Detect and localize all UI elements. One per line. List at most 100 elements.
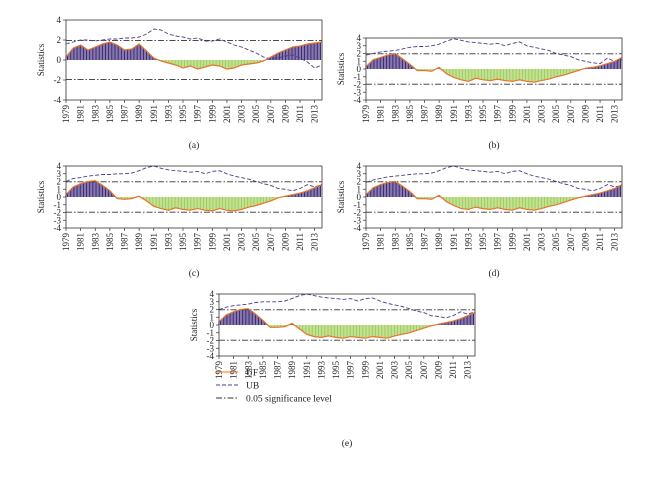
x-tick-label: 1979	[61, 233, 71, 252]
y-tick-label: -3	[354, 87, 362, 97]
x-tick-label: 2001	[222, 105, 232, 123]
y-tick-label: 0	[57, 55, 62, 65]
x-tick-label: 2007	[419, 361, 429, 380]
x-tick-label: 1991	[449, 233, 459, 251]
uf-series-line	[65, 41, 323, 70]
y-tick-label: 2	[57, 35, 62, 45]
y-tick-label: 3	[357, 41, 362, 51]
y-tick-label: -3	[207, 343, 215, 353]
x-tick-label: 1979	[214, 361, 224, 380]
x-tick-label: 2005	[251, 105, 261, 124]
x-tick-label: 1989	[134, 105, 144, 124]
x-tick-label: 2005	[551, 233, 561, 252]
x-tick-label: 1993	[163, 233, 173, 252]
x-tick-label: 1997	[346, 361, 356, 380]
x-tick-label: 1983	[390, 233, 400, 252]
x-tick-label: 2011	[295, 233, 305, 251]
x-tick-label: 2013	[610, 233, 620, 252]
x-tick-label: 2011	[595, 233, 605, 251]
x-tick-label: 2011	[295, 105, 305, 123]
x-tick-label: 1985	[258, 361, 268, 380]
x-tick-label: 1993	[163, 105, 173, 124]
x-tick-label: 1989	[134, 233, 144, 252]
y-tick-label: -1	[54, 200, 62, 210]
x-tick-label: 2009	[580, 233, 590, 252]
uf-series-line	[365, 52, 623, 83]
ub-series-line	[65, 28, 323, 69]
x-tick-label: 1995	[478, 105, 488, 124]
y-axis-label: Statistics	[336, 180, 346, 213]
y-axis-label: Statistics	[36, 43, 46, 76]
y-tick-label: 1	[210, 312, 215, 322]
y-tick-label: -4	[354, 223, 362, 233]
x-tick-label: 1983	[243, 361, 253, 380]
x-tick-label: 1999	[207, 105, 217, 124]
y-tick-label: -2	[354, 80, 362, 90]
x-tick-label: 1997	[193, 233, 203, 252]
y-axis-label: Statistics	[189, 308, 199, 341]
y-tick-label: 4	[357, 161, 362, 171]
x-tick-label: 2007	[266, 233, 276, 252]
x-tick-label: 2001	[522, 105, 532, 123]
y-tick-label: -4	[54, 223, 62, 233]
y-tick-label: 1	[357, 56, 362, 66]
x-tick-label: 2005	[404, 361, 414, 380]
x-tick-label: 1993	[316, 361, 326, 380]
x-tick-label: 1989	[434, 233, 444, 252]
y-tick-label: 2	[57, 177, 62, 187]
y-tick-label: -1	[207, 328, 215, 338]
x-tick-label: 1993	[463, 233, 473, 252]
x-tick-label: 1989	[434, 105, 444, 124]
y-axis-label: Statistics	[336, 52, 346, 85]
y-tick-label: 2	[210, 305, 215, 315]
panel-label: (c)	[189, 268, 200, 279]
x-tick-label: 2011	[595, 105, 605, 123]
x-tick-label: 1985	[405, 105, 415, 124]
x-tick-label: 2003	[390, 361, 400, 380]
x-tick-label: 1991	[302, 361, 312, 379]
y-tick-label: 4	[57, 15, 62, 25]
x-tick-label: 1985	[405, 233, 415, 252]
y-tick-label: -2	[54, 75, 62, 85]
x-tick-label: 2013	[610, 105, 620, 124]
y-tick-label: 0	[57, 192, 62, 202]
x-tick-label: 2003	[537, 233, 547, 252]
x-tick-label: 1981	[76, 233, 86, 251]
chart-panel-a: -4 -2 0 2 4 Statistics 1979 1981 1983 1985 1987 198…	[36, 15, 323, 151]
x-tick-label: 1995	[478, 233, 488, 252]
y-tick-label: 1	[357, 184, 362, 194]
y-tick-label: 3	[357, 169, 362, 179]
panel-label: (e)	[342, 438, 353, 449]
x-tick-label: 2007	[566, 105, 576, 124]
x-tick-label: 1985	[105, 105, 115, 124]
y-tick-label: -3	[54, 215, 62, 225]
x-tick-label: 1981	[229, 361, 239, 379]
x-tick-label: 1987	[120, 233, 130, 252]
legend-label: 0.05 significance level	[246, 394, 332, 405]
x-tick-label: 2013	[310, 105, 320, 124]
x-tick-label: 2013	[463, 361, 473, 380]
legend-label: UB	[246, 382, 259, 392]
x-tick-label: 1991	[149, 233, 159, 251]
y-tick-label: -2	[54, 208, 62, 218]
x-tick-label: 1997	[193, 105, 203, 124]
x-tick-label: 2005	[251, 233, 261, 252]
x-tick-label: 2009	[433, 361, 443, 380]
x-tick-label: 2003	[237, 104, 247, 123]
x-tick-label: 1995	[331, 361, 341, 380]
x-tick-label: 2007	[566, 233, 576, 252]
y-tick-label: 4	[210, 289, 215, 299]
y-tick-label: 2	[357, 177, 362, 187]
y-tick-label: -2	[207, 336, 215, 346]
uf-series-line	[218, 308, 476, 339]
x-tick-label: 1987	[120, 105, 130, 124]
x-tick-label: 1987	[420, 233, 430, 252]
x-tick-label: 1979	[361, 233, 371, 252]
panel-label: (b)	[488, 140, 499, 151]
uf-series-line	[65, 180, 323, 212]
y-tick-label: 0	[210, 320, 215, 330]
